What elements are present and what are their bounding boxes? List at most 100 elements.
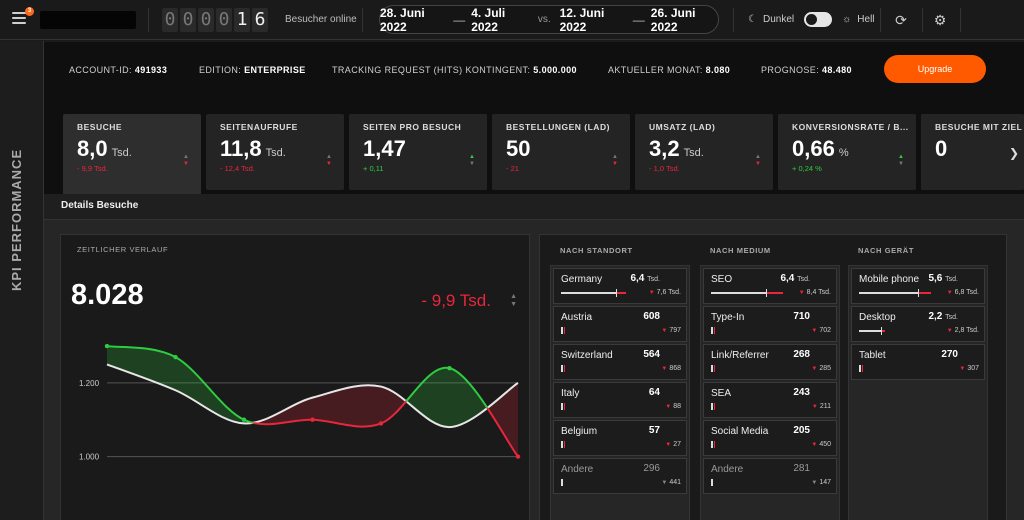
sun-icon: ☼ (842, 14, 852, 25)
item-name: Mobile phone (859, 274, 920, 285)
list-item[interactable]: Switzerland 564 ▼ 868 (553, 344, 687, 380)
timeline-delta: - 9,9 Tsd. (421, 291, 491, 310)
counter-digit: 0 (198, 8, 214, 32)
timeline-label: ZEITLICHER VERLAUF (77, 245, 169, 254)
share-bar (711, 441, 713, 448)
breakdown-panel: NACH STANDORT Germany 6,4 Tsd. ▼ 7,6 Tsd. A… (539, 234, 1007, 520)
share-marker (881, 327, 882, 335)
share-bar (561, 441, 563, 448)
share-bar-compare (862, 365, 863, 372)
item-compare: ▼ 2,8 Tsd. (946, 327, 979, 334)
account-info-bar: ACCOUNT-ID: 491933 EDITION: ENTERPRISE T… (44, 42, 1024, 98)
item-compare: ▼ 8,4 Tsd. (798, 289, 831, 296)
item-compare: ▼ 797 (661, 327, 681, 334)
date-range-picker[interactable]: 28. Juni 2022 — 4. Juli 2022 vs. 12. Jun… (379, 5, 719, 34)
theme-toggle[interactable] (804, 12, 833, 27)
share-bar-compare (564, 403, 565, 410)
list-item[interactable]: Andere 281 ▼ 147 (703, 458, 837, 494)
gear-icon[interactable]: ⚙ (933, 12, 947, 28)
date-b-to: 26. Juni 2022 (650, 5, 696, 34)
list-item[interactable]: SEA 243 ▼ 211 (703, 382, 837, 418)
item-name: Switzerland (561, 350, 613, 361)
light-label: Hell (857, 14, 875, 25)
upgrade-button[interactable]: Upgrade (884, 55, 986, 83)
item-value: 270 (941, 349, 958, 360)
column-medium: NACH MEDIUM SEO 6,4 Tsd. ▼ 8,4 Tsd. Type-In… (700, 235, 840, 520)
kpi-card[interactable]: BESUCHE MIT ZIEL 0 (921, 114, 1024, 190)
item-value: 57 (648, 425, 660, 436)
list-item[interactable]: Tablet 270 ▼ 307 (851, 344, 985, 380)
item-name: Link/Referrer (711, 350, 769, 361)
share-marker (918, 289, 919, 297)
item-value: 281 (793, 463, 810, 474)
share-bar (859, 365, 861, 372)
geraet-list: Mobile phone 5,6 Tsd. ▼ 6,8 Tsd. Desktop 2,2… (848, 265, 988, 520)
list-item[interactable]: Social Media 205 ▼ 450 (703, 420, 837, 456)
kpi-value: 0 (935, 136, 948, 161)
date-a-from: 28. Juni 2022 (380, 5, 425, 34)
divider (733, 8, 734, 32)
share-bar (561, 365, 563, 372)
share-bar (711, 289, 783, 297)
item-compare: ▼ 307 (959, 365, 979, 372)
item-value: 2,2 Tsd. (928, 311, 958, 322)
list-item[interactable]: SEO 6,4 Tsd. ▼ 8,4 Tsd. (703, 268, 837, 304)
item-value: 6,4 Tsd. (780, 273, 810, 284)
kpi-delta: - 21 (506, 164, 519, 173)
kpi-card[interactable]: SEITENAUFRUFE 11,8 Tsd. - 12,4 Tsd. ▲ ▼ (206, 114, 344, 190)
list-item[interactable]: Type-In 710 ▼ 702 (703, 306, 837, 342)
kpi-card[interactable]: BESTELLUNGEN (LAD) 50 - 21 ▲ ▼ (492, 114, 630, 190)
share-bar-compare (714, 403, 715, 410)
list-item[interactable]: Andere 296 ▼ 441 (553, 458, 687, 494)
menu-icon[interactable] (12, 12, 26, 24)
loss-area (107, 364, 518, 457)
item-name: Andere (561, 464, 594, 475)
chevron-right-icon[interactable]: ❯ (1009, 146, 1020, 160)
item-value: 564 (643, 349, 660, 360)
item-compare: ▼ 88 (665, 403, 681, 410)
share-bar (711, 327, 713, 334)
share-fill (859, 330, 881, 332)
share-bar (859, 327, 885, 335)
item-name: SEO (711, 274, 733, 285)
kpi-performance-tab[interactable]: KPI PERFORMANCE (0, 41, 44, 520)
item-name: Belgium (561, 426, 598, 437)
kpi-value: 1,47 (363, 136, 406, 161)
counter-label: Besucher online (285, 14, 357, 25)
kpi-title: BESUCHE MIT ZIEL (935, 122, 1023, 132)
trend-arrows: ▲ ▼ (612, 154, 618, 167)
item-name: Social Media (711, 426, 769, 437)
side-tab-label: KPI PERFORMANCE (9, 148, 24, 291)
divider (922, 8, 923, 32)
kpi-card[interactable]: BESUCHE 8,0 Tsd. - 9,9 Tsd. ▲ ▼ (63, 114, 201, 198)
item-value: 710 (793, 311, 810, 322)
tab-details-visits[interactable]: Details Besuche (61, 200, 139, 211)
item-compare: ▼ 27 (665, 441, 681, 448)
item-compare: ▼ 702 (811, 327, 831, 334)
kpi-value: 3,2 Tsd. (649, 136, 704, 161)
current-month: AKTUELLER MONAT: 8.080 (608, 65, 731, 75)
list-item[interactable]: Link/Referrer 268 ▼ 285 (703, 344, 837, 380)
list-item[interactable]: Desktop 2,2 Tsd. ▼ 2,8 Tsd. (851, 306, 985, 342)
list-item[interactable]: Belgium 57 ▼ 27 (553, 420, 687, 456)
item-name: Type-In (711, 312, 745, 323)
item-name: SEA (711, 388, 732, 399)
counter-digit: 1 (234, 8, 250, 32)
kpi-card[interactable]: SEITEN PRO BESUCH 1,47 + 0,11 ▲ ▼ (349, 114, 487, 190)
timeline-chart[interactable]: 1.200 1.000 (61, 235, 531, 520)
list-item[interactable]: Austria 608 ▼ 797 (553, 306, 687, 342)
item-name: Italy (561, 388, 580, 399)
share-bar-compare (564, 365, 565, 372)
item-value: 64 (648, 387, 660, 398)
trend-arrows: ▲ ▼ (510, 293, 517, 308)
column-header: NACH MEDIUM (710, 246, 771, 255)
refresh-icon[interactable]: ⟳ (895, 12, 907, 28)
kpi-card[interactable]: KONVERSIONSRATE / B... 0,66% + 0,24 % ▲ ▼ (778, 114, 916, 190)
list-item[interactable]: Italy 64 ▼ 88 (553, 382, 687, 418)
kpi-card[interactable]: UMSATZ (LAD) 3,2 Tsd. - 1,0 Tsd. ▲ ▼ (635, 114, 773, 190)
counter-digit: 0 (162, 8, 178, 32)
list-item[interactable]: Germany 6,4 Tsd. ▼ 7,6 Tsd. (553, 268, 687, 304)
trend-arrows: ▲ ▼ (755, 154, 761, 167)
share-marker (616, 289, 617, 297)
list-item[interactable]: Mobile phone 5,6 Tsd. ▼ 6,8 Tsd. (851, 268, 985, 304)
